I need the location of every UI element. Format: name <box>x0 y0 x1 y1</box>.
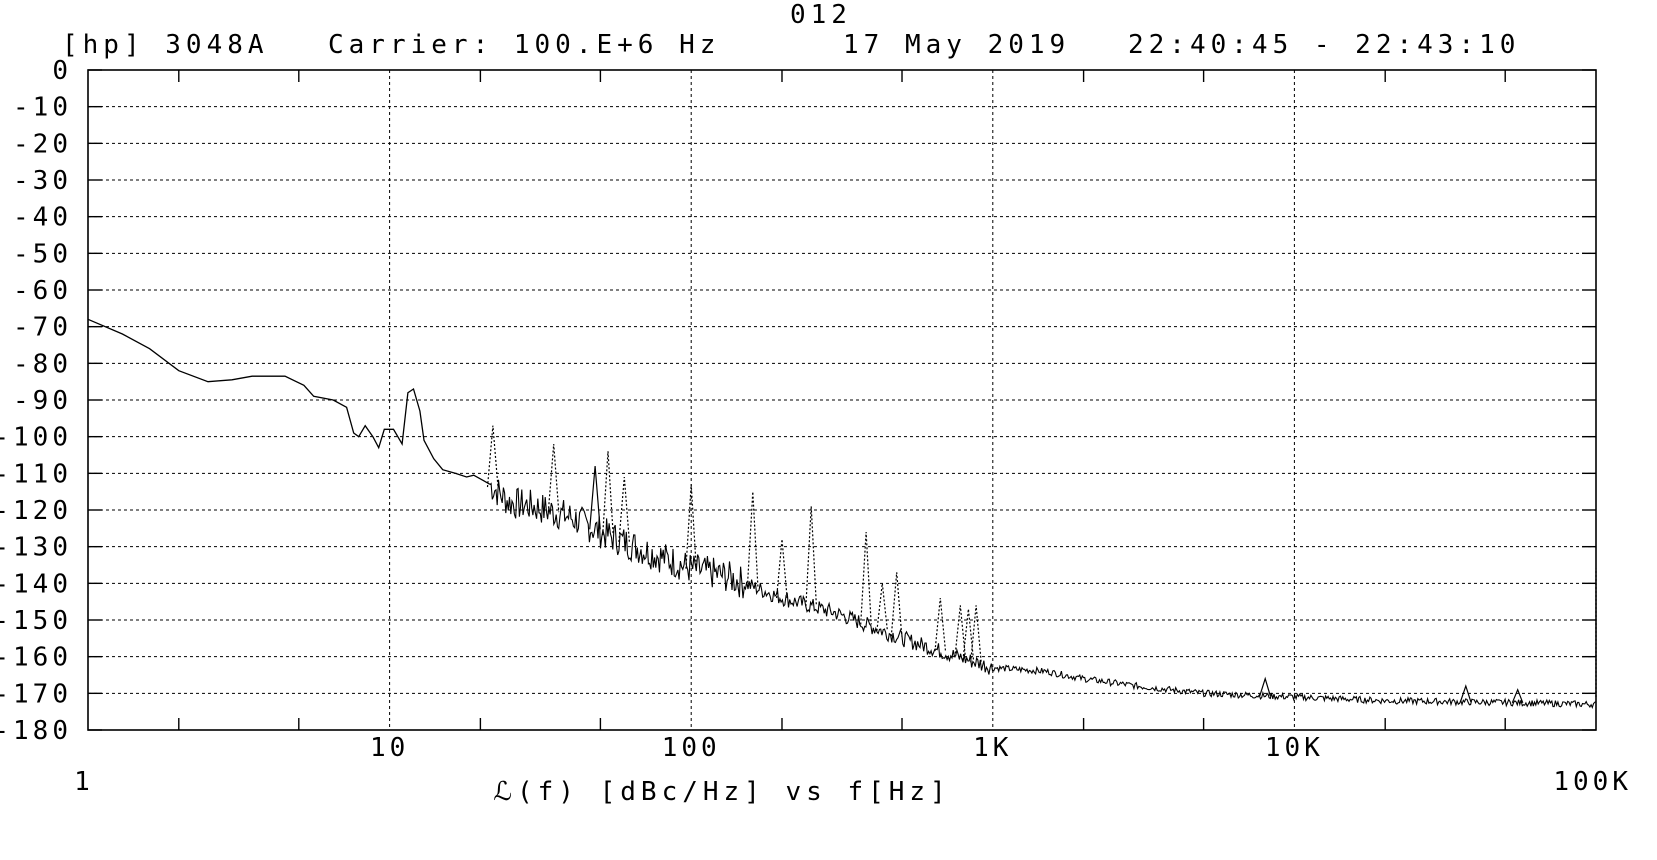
y-tick-label: -10 <box>13 93 72 123</box>
x-tick-label: 1K <box>973 733 1012 763</box>
plot-number: 012 <box>790 0 852 30</box>
spur-mark <box>589 465 601 530</box>
spur-mark <box>1459 684 1472 703</box>
spur-mark <box>746 491 759 587</box>
spur-mark <box>860 531 872 625</box>
spur-mark <box>1259 676 1271 696</box>
axis-ticks <box>88 69 1596 731</box>
series-0 <box>87 318 491 485</box>
spur-mark <box>970 605 982 663</box>
spur-mark <box>547 443 560 513</box>
spur-mark <box>805 506 817 607</box>
y-tick-label: -20 <box>13 129 72 159</box>
y-tick-label: -140 <box>0 569 72 599</box>
spur-mark <box>776 539 788 599</box>
noise-trace <box>87 318 1597 710</box>
x-tick-label: 10K <box>1265 733 1324 763</box>
x-tick-label: 1 <box>74 767 94 797</box>
y-tick-label: -80 <box>13 349 72 379</box>
noise-floor-trace <box>489 479 1597 710</box>
y-tick-label: -110 <box>0 459 72 489</box>
x-tick-label: 100 <box>662 733 721 763</box>
x-axis-label: ℒ(f) [dBc/Hz] vs f[Hz] <box>493 777 950 807</box>
time-range-label: 22:40:45 - 22:43:10 <box>1128 30 1521 60</box>
y-tick-label: -160 <box>0 643 72 673</box>
spur-mark <box>1511 688 1524 704</box>
y-tick-label: -120 <box>0 496 72 526</box>
spur-mark <box>618 476 630 542</box>
y-tick-label: -130 <box>0 533 72 563</box>
plot-frame <box>87 69 1597 731</box>
spur-mark <box>486 425 499 488</box>
spur-mark <box>934 597 947 652</box>
date-label: 17 May 2019 <box>843 30 1071 60</box>
tick-labels: 0 -10 -20 -30 -40 -50 -60 -70 -80 -90 -100 -110 -120… <box>0 56 1632 797</box>
carrier-label: Carrier: 100.E+6 Hz <box>328 30 721 60</box>
spur-mark <box>962 608 975 661</box>
y-tick-label: -100 <box>0 423 72 453</box>
x-tick-label: 100K <box>1553 767 1632 797</box>
y-tick-label: -170 <box>0 679 72 709</box>
y-tick-label: -50 <box>13 239 72 269</box>
spur-mark <box>890 572 903 637</box>
y-tick-label: -40 <box>13 203 72 233</box>
x-tick-label: 10 <box>370 733 409 763</box>
y-tick-label: 0 <box>52 56 72 86</box>
y-tick-label: -70 <box>13 313 72 343</box>
spur-mark <box>685 484 697 569</box>
grid <box>88 70 1596 730</box>
spur-mark <box>602 451 614 536</box>
y-tick-label: -180 <box>0 716 72 746</box>
instrument-label: [hp] 3048A <box>62 30 269 60</box>
y-tick-label: -90 <box>13 386 72 416</box>
y-tick-label: -60 <box>13 276 72 306</box>
spur-mark <box>954 605 966 658</box>
y-tick-label: -30 <box>13 166 72 196</box>
spur-mark <box>876 583 888 631</box>
y-tick-label: -150 <box>0 606 72 636</box>
